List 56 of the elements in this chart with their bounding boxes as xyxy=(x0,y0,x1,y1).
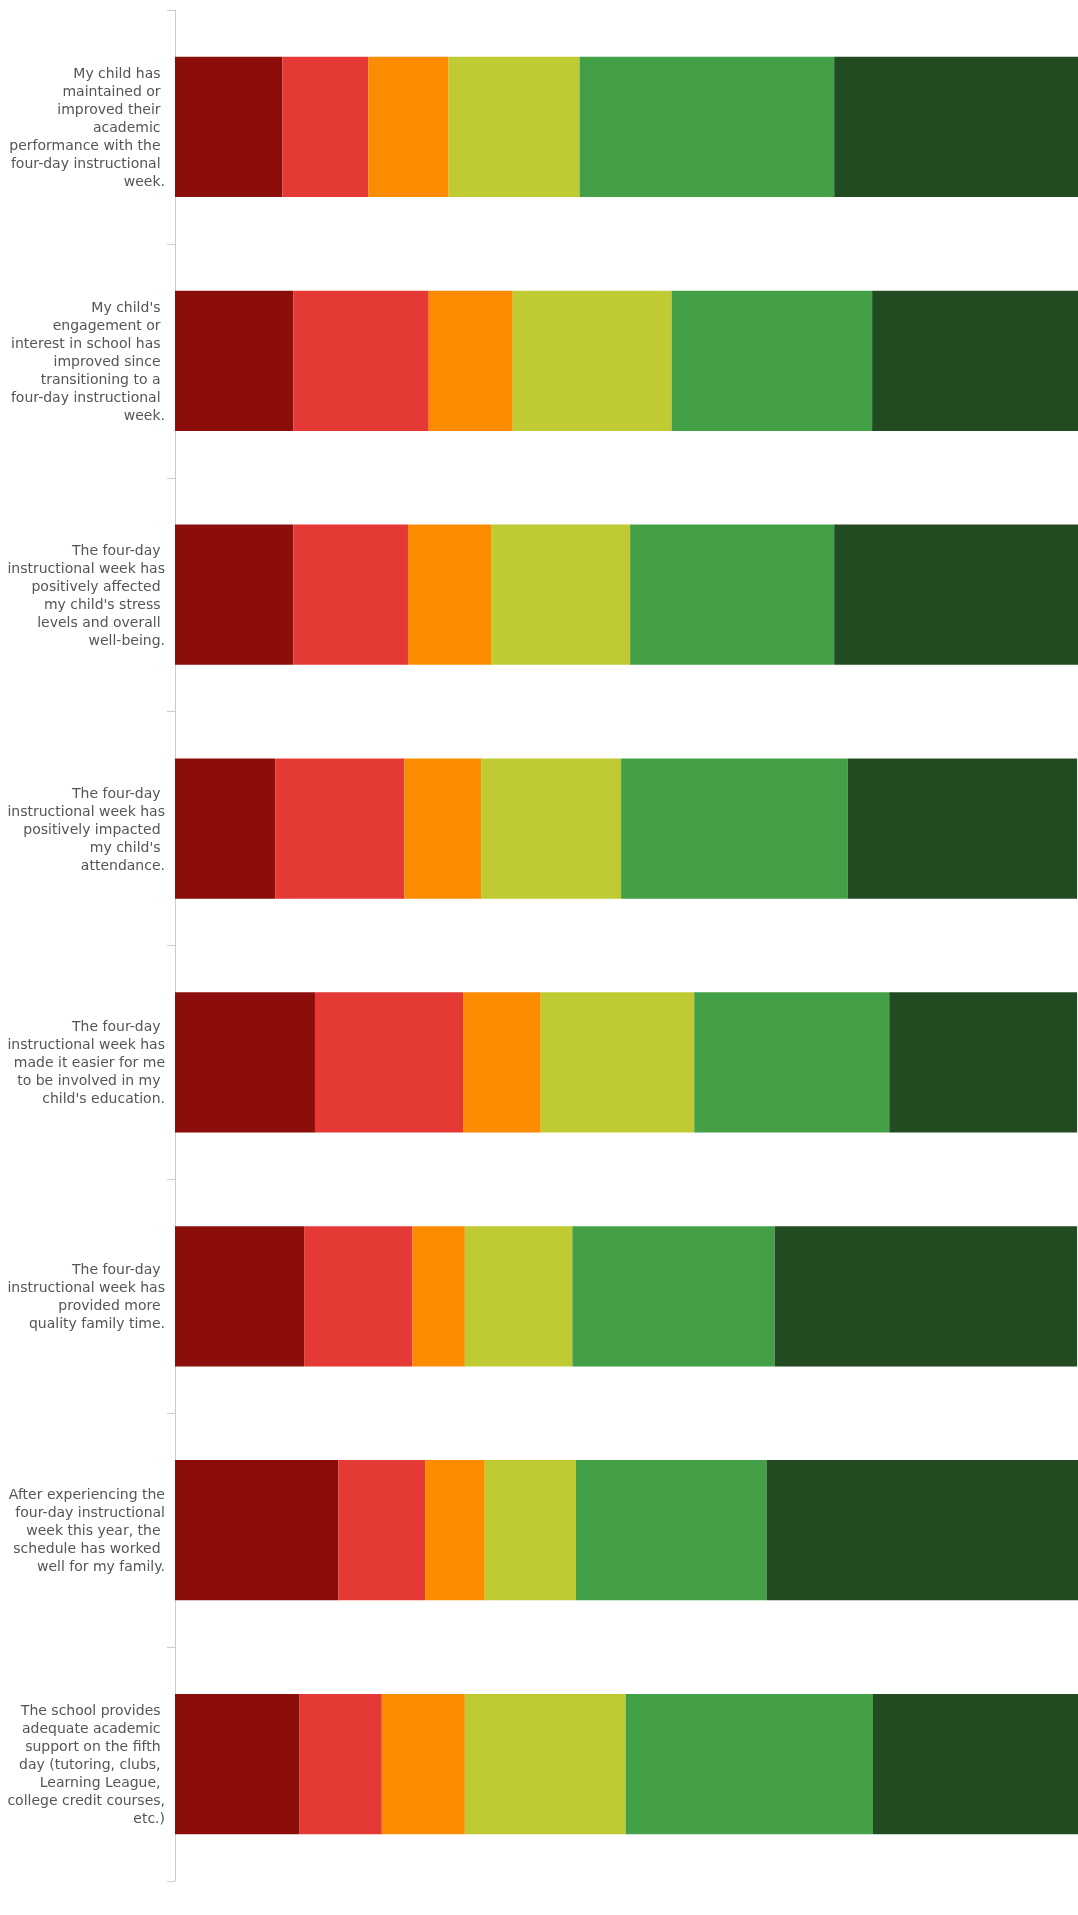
bar xyxy=(368,56,449,198)
bar xyxy=(463,992,541,1133)
bar xyxy=(834,524,1078,665)
bar xyxy=(484,1460,576,1601)
bar xyxy=(774,1226,1078,1367)
bar xyxy=(304,1226,413,1367)
bar xyxy=(575,1460,767,1601)
bar xyxy=(338,1460,426,1601)
y-tick-label: The school provides adequate academic support on the fifth day (tutoring, clubs, Learning League, college credit courses, etc.) xyxy=(7,1702,165,1827)
bar xyxy=(766,1460,1078,1601)
bar xyxy=(175,56,283,198)
bar xyxy=(425,1460,485,1601)
bar xyxy=(625,1693,874,1835)
bar xyxy=(873,1693,1078,1835)
bar xyxy=(540,992,695,1133)
bar xyxy=(512,290,672,431)
bar xyxy=(175,1226,305,1367)
bar xyxy=(275,758,405,899)
bar xyxy=(579,56,835,198)
bar xyxy=(175,1693,300,1835)
bar xyxy=(299,1693,382,1835)
bar xyxy=(282,56,369,198)
bar xyxy=(293,524,408,665)
bar xyxy=(694,992,890,1133)
bar xyxy=(404,758,482,899)
bar xyxy=(314,992,464,1133)
bar xyxy=(572,1226,775,1367)
bar xyxy=(448,56,580,198)
bar xyxy=(847,758,1078,899)
bar xyxy=(834,56,1078,198)
bar xyxy=(293,290,429,431)
bar xyxy=(381,1693,465,1835)
y-tick-label: The four-day instructional week has provided more quality family time. xyxy=(7,1261,165,1332)
bar xyxy=(630,524,835,665)
bar xyxy=(175,1460,339,1601)
bar xyxy=(175,758,276,899)
bar xyxy=(491,524,631,665)
bar xyxy=(621,758,848,899)
bar xyxy=(464,1226,573,1367)
bar xyxy=(872,290,1078,431)
y-tick-label: The four-day instructional week has positively impacted my child's attendance. xyxy=(7,784,165,873)
bar xyxy=(671,290,873,431)
y-tick-label: My child's engagement or interest in school has improved since transitioning to a four-day instructional week. xyxy=(10,298,165,423)
bar xyxy=(407,524,492,665)
y-tick-label: After experiencing the four-day instructional week this year, the schedule has worked well for my family. xyxy=(8,1486,165,1575)
bar xyxy=(175,290,294,431)
bar xyxy=(412,1226,465,1367)
y-tick-label: My child has maintained or improved their academic performance with the four-day instructional week. xyxy=(9,64,165,189)
bar xyxy=(428,290,513,431)
bar xyxy=(889,992,1078,1133)
bar xyxy=(464,1693,626,1835)
bar xyxy=(481,758,622,899)
y-tick-label: The four-day instructional week has made it easier for me to be involved in my child's education. xyxy=(7,1018,165,1107)
bar xyxy=(175,524,294,665)
bar xyxy=(175,992,315,1133)
y-tick-label: The four-day instructional week has positively affected my child's stress levels and overall well-being. xyxy=(7,541,165,648)
